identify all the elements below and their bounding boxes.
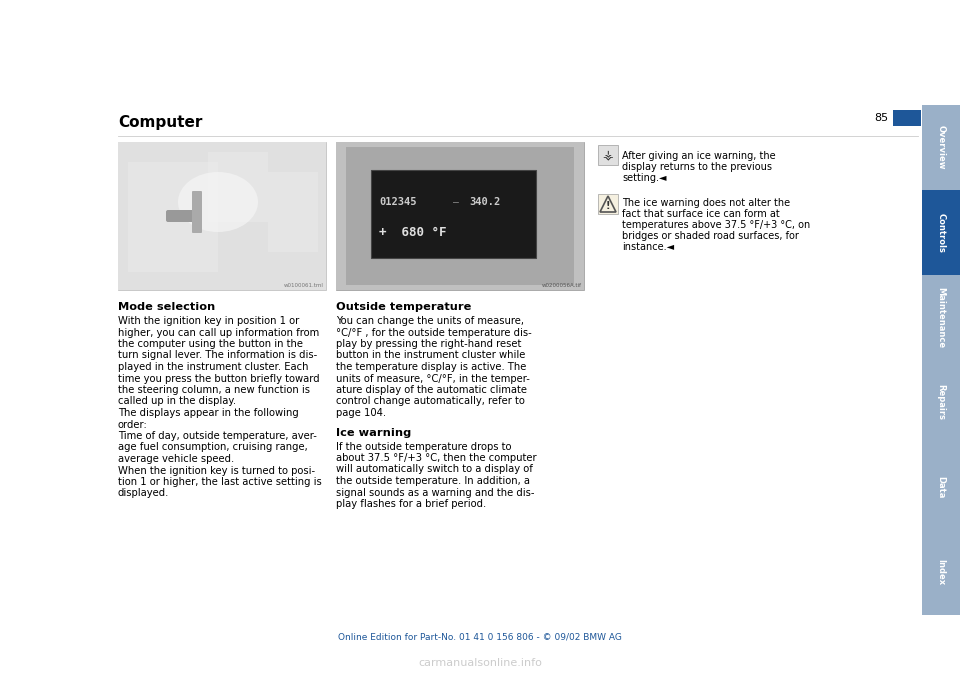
Bar [118,142,326,290]
Text: average vehicle speed.: average vehicle speed. [118,454,234,464]
Ellipse shape [178,172,258,232]
Text: Outside temperature: Outside temperature [336,302,471,312]
Text: about 37.5 °F/+3 °C, then the computer: about 37.5 °F/+3 °C, then the computer [336,453,537,463]
FancyBboxPatch shape [192,191,202,233]
Bar [336,142,584,290]
Text: w0200056A.tif: w0200056A.tif [542,283,582,288]
Text: called up in the display.: called up in the display. [118,397,236,407]
Text: carmanualsonline.info: carmanualsonline.info [418,658,542,668]
Text: ⚶: ⚶ [603,148,613,161]
Bar [346,147,574,285]
Text: units of measure, °C/°F, in the temper-: units of measure, °C/°F, in the temper- [336,374,530,384]
Text: play flashes for a brief period.: play flashes for a brief period. [336,499,487,509]
Bar [118,142,326,290]
Text: control change automatically, refer to: control change automatically, refer to [336,397,525,407]
Text: !: ! [606,201,611,211]
Text: Mode selection: Mode selection [118,302,215,312]
FancyBboxPatch shape [166,210,200,222]
Text: the steering column, a new function is: the steering column, a new function is [118,385,310,395]
Text: display returns to the previous: display returns to the previous [622,162,772,172]
Text: page 104.: page 104. [336,408,386,418]
Text: Overview: Overview [937,125,946,170]
Bar [922,275,960,360]
Text: higher, you can call up information from: higher, you can call up information from [118,327,320,338]
Text: After giving an ice warning, the: After giving an ice warning, the [622,151,776,161]
Bar [922,360,960,445]
Bar [598,194,618,214]
Text: time you press the button briefly toward: time you press the button briefly toward [118,374,320,384]
Text: fact that surface ice can form at: fact that surface ice can form at [622,209,780,219]
Text: order:: order: [118,420,148,429]
Bar [922,445,960,530]
Text: displayed.: displayed. [118,489,169,498]
Text: setting.◄: setting.◄ [622,173,666,183]
Bar [208,152,268,222]
Text: the temperature display is active. The: the temperature display is active. The [336,362,526,372]
Text: 85: 85 [874,113,888,123]
Bar [268,172,318,252]
Text: The ice warning does not alter the: The ice warning does not alter the [622,198,790,208]
Text: If the outside temperature drops to: If the outside temperature drops to [336,441,512,452]
Text: ature display of the automatic climate: ature display of the automatic climate [336,385,527,395]
Text: the computer using the button in the: the computer using the button in the [118,339,303,349]
Text: 340.2: 340.2 [469,197,500,207]
Text: Controls: Controls [937,213,946,252]
Text: Ice warning: Ice warning [336,428,411,437]
Text: Computer: Computer [118,115,203,130]
Text: instance.◄: instance.◄ [622,242,674,252]
Text: w0100061.tml: w0100061.tml [284,283,324,288]
Text: will automatically switch to a display of: will automatically switch to a display o… [336,464,533,475]
Text: age fuel consumption, cruising range,: age fuel consumption, cruising range, [118,443,308,452]
Text: —: — [453,197,459,207]
Text: turn signal lever. The information is dis-: turn signal lever. The information is di… [118,351,317,361]
Text: played in the instrument cluster. Each: played in the instrument cluster. Each [118,362,308,372]
Text: With the ignition key in position 1 or: With the ignition key in position 1 or [118,316,300,326]
Bar [598,145,618,165]
Text: Data: Data [937,477,946,499]
Bar [922,105,960,190]
Text: +  680 °F: + 680 °F [379,226,446,239]
Bar [922,190,960,275]
Text: Repairs: Repairs [937,384,946,420]
Text: bridges or shaded road surfaces, for: bridges or shaded road surfaces, for [622,231,799,241]
Text: The displays appear in the following: The displays appear in the following [118,408,299,418]
Text: You can change the units of measure,: You can change the units of measure, [336,316,524,326]
Bar [371,170,536,258]
Text: °C/°F , for the outside temperature dis-: °C/°F , for the outside temperature dis- [336,327,532,338]
Text: 012345: 012345 [379,197,417,207]
Bar [922,530,960,615]
Text: signal sounds as a warning and the dis-: signal sounds as a warning and the dis- [336,487,535,498]
Text: Index: Index [937,559,946,586]
Text: Time of day, outside temperature, aver-: Time of day, outside temperature, aver- [118,431,317,441]
Bar [336,142,584,290]
Bar [893,110,921,126]
Text: tion 1 or higher, the last active setting is: tion 1 or higher, the last active settin… [118,477,322,487]
Bar [128,162,218,272]
Text: Online Edition for Part-No. 01 41 0 156 806 - © 09/02 BMW AG: Online Edition for Part-No. 01 41 0 156 … [338,632,622,641]
Text: Maintenance: Maintenance [937,287,946,348]
Text: button in the instrument cluster while: button in the instrument cluster while [336,351,525,361]
Text: play by pressing the right-hand reset: play by pressing the right-hand reset [336,339,521,349]
Text: the outside temperature. In addition, a: the outside temperature. In addition, a [336,476,530,486]
Text: When the ignition key is turned to posi-: When the ignition key is turned to posi- [118,466,315,475]
Text: temperatures above 37.5 °F/+3 °C, on: temperatures above 37.5 °F/+3 °C, on [622,220,810,230]
